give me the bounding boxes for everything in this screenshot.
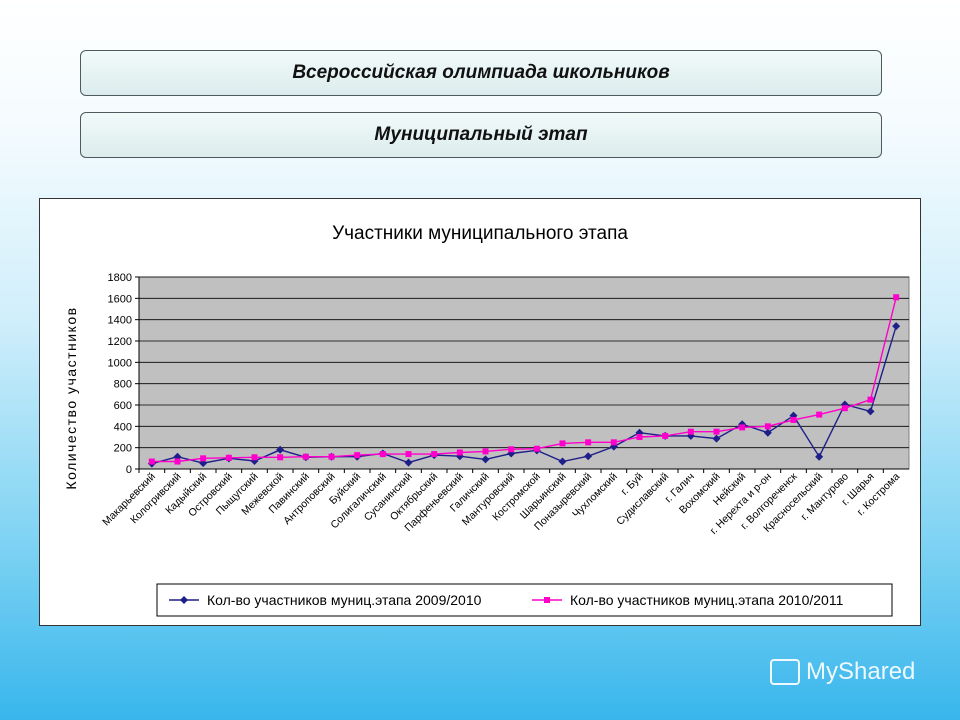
- myshared-logo-icon: [770, 659, 800, 685]
- series-2-point: [482, 448, 489, 455]
- y-axis-label: Количество участников: [63, 306, 79, 489]
- series-1-point: [558, 457, 567, 466]
- series-2-point: [174, 458, 181, 465]
- olympiad-title: Всероссийская олимпиада школьников: [292, 62, 670, 83]
- series-2-point: [893, 294, 900, 301]
- series-2-point: [687, 428, 694, 435]
- series-2-point: [431, 451, 438, 458]
- series-1-point: [840, 400, 849, 409]
- series-2-point: [456, 449, 463, 456]
- series-2-point: [713, 428, 720, 435]
- y-tick-label: 600: [114, 400, 132, 412]
- watermark-text: MyShared: [806, 658, 916, 685]
- y-tick-label: 400: [114, 421, 132, 433]
- series-2-point: [148, 458, 155, 465]
- series-2-point: [354, 452, 361, 459]
- series-2-point: [277, 454, 284, 461]
- legend-label-1: Кол-во участников муниц.этапа 2009/2010: [207, 592, 482, 608]
- series-2-point: [662, 432, 669, 439]
- stage-title-banner: Муниципальный этап: [80, 112, 882, 158]
- plot-area: [138, 276, 910, 470]
- olympiad-title-banner: Всероссийская олимпиада школьников: [80, 50, 882, 96]
- series-1-line: [151, 325, 897, 465]
- series-2-point: [764, 423, 771, 430]
- series-1-point: [789, 411, 798, 420]
- watermark: MyShared: [770, 658, 915, 686]
- series-2-point: [739, 424, 746, 431]
- series-2-point: [585, 439, 592, 446]
- participants-chart: Участники муниципального этапа 0 200 400 600…: [63, 223, 910, 617]
- series-1-point: [815, 452, 824, 461]
- series-1-point: [481, 455, 490, 464]
- y-tick-label: 1800: [108, 272, 132, 284]
- legend-label-2: Кол-во участников муниц.этапа 2010/2011: [570, 592, 844, 608]
- legend-marker-2: [544, 597, 550, 603]
- series-2-line: [151, 297, 897, 463]
- series-1-point: [276, 445, 285, 454]
- stage-title: Муниципальный этап: [374, 124, 588, 145]
- series-2-point: [816, 411, 823, 418]
- series-2-point: [533, 445, 540, 452]
- series-2-point: [251, 454, 258, 461]
- y-tick-label: 1400: [108, 315, 132, 327]
- series-2-point: [405, 451, 412, 458]
- series-1-point: [712, 434, 721, 443]
- series-2-point: [302, 453, 309, 460]
- y-tick-label: 1000: [108, 357, 132, 369]
- series-2-point: [225, 454, 232, 461]
- y-tick-label: 1200: [108, 336, 132, 348]
- series-2-point: [200, 455, 207, 462]
- series-1-point: [404, 458, 413, 467]
- chart-title: Участники муниципального этапа: [332, 223, 628, 244]
- legend-box: [156, 583, 893, 617]
- series-1-point: [892, 322, 901, 331]
- series-2-point: [508, 446, 515, 453]
- series-2-point: [559, 440, 566, 447]
- series-1-point: [763, 428, 772, 437]
- y-tick-label: 1600: [108, 293, 132, 305]
- series-2-point: [328, 453, 335, 460]
- series-1-point: [738, 420, 747, 429]
- chart-panel: Участники муниципального этапа 0 200 400 600…: [39, 198, 921, 626]
- legend-marker-1: [180, 596, 188, 604]
- series-2-point: [841, 405, 848, 412]
- series-2-point: [867, 396, 874, 403]
- series-2-point: [379, 451, 386, 458]
- series-2-point: [610, 439, 617, 446]
- y-tick-label: 200: [114, 443, 132, 455]
- y-tick-label: 0: [126, 464, 132, 476]
- series-2-point: [636, 434, 643, 440]
- series-1-point: [584, 452, 593, 461]
- y-tick-label: 800: [114, 379, 132, 391]
- series-2-point: [790, 416, 797, 423]
- series-1-point: [866, 407, 875, 416]
